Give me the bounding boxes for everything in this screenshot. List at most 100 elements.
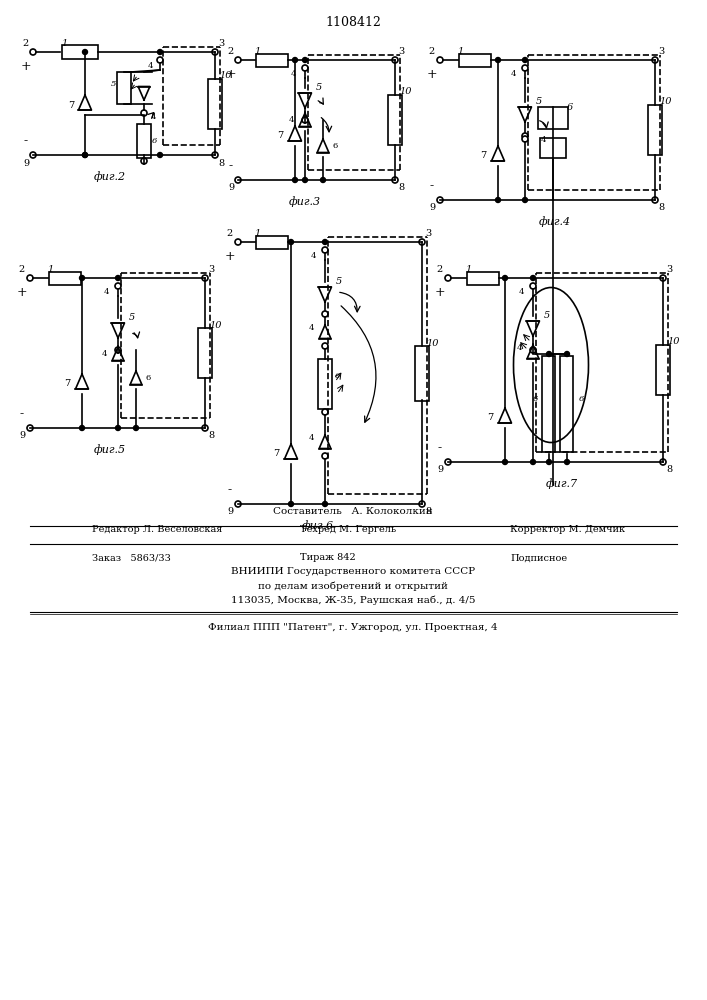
Text: 1: 1: [465, 265, 471, 274]
Circle shape: [322, 247, 328, 253]
Circle shape: [79, 275, 85, 280]
Text: 6: 6: [151, 137, 157, 145]
Text: 4: 4: [151, 113, 156, 121]
Text: +: +: [225, 249, 235, 262]
Circle shape: [83, 152, 88, 157]
Text: фиг.2: фиг.2: [94, 172, 126, 182]
Text: 3: 3: [658, 47, 664, 56]
Text: 5: 5: [129, 314, 135, 322]
Text: 5: 5: [336, 277, 342, 286]
Bar: [256, 53, 288, 66]
Circle shape: [303, 57, 308, 62]
Text: 2: 2: [228, 47, 234, 56]
Circle shape: [660, 275, 666, 281]
Text: 2: 2: [23, 39, 29, 48]
Text: 4: 4: [308, 434, 314, 442]
Text: 1: 1: [254, 47, 260, 56]
Circle shape: [303, 178, 308, 182]
Text: 9: 9: [228, 184, 234, 192]
Text: 10: 10: [399, 88, 412, 97]
Text: +: +: [226, 68, 236, 81]
Text: 8: 8: [398, 184, 404, 192]
Circle shape: [79, 426, 85, 430]
Bar: [198, 328, 212, 378]
Circle shape: [212, 152, 218, 158]
Text: 9: 9: [437, 466, 443, 475]
Text: -: -: [228, 484, 232, 496]
Text: 5: 5: [111, 80, 117, 88]
Text: 10: 10: [660, 98, 672, 106]
Circle shape: [235, 57, 241, 63]
Text: фиг.7: фиг.7: [546, 479, 578, 489]
Text: 4: 4: [310, 252, 316, 260]
Bar: [62, 45, 98, 59]
Circle shape: [322, 239, 327, 244]
Circle shape: [652, 197, 658, 203]
Text: 4: 4: [540, 136, 546, 144]
Text: фиг.6: фиг.6: [302, 521, 334, 531]
Text: 4: 4: [308, 324, 314, 332]
Circle shape: [503, 275, 508, 280]
Circle shape: [158, 152, 163, 157]
Text: 7: 7: [273, 450, 279, 458]
Circle shape: [522, 136, 528, 142]
Text: -: -: [229, 159, 233, 172]
Text: +: +: [21, 60, 31, 73]
Bar: [49, 271, 81, 284]
Circle shape: [522, 198, 527, 202]
Circle shape: [115, 347, 121, 353]
Text: 9: 9: [23, 158, 29, 167]
Circle shape: [322, 311, 328, 317]
Bar: [538, 107, 568, 129]
Circle shape: [202, 425, 208, 431]
Circle shape: [437, 57, 443, 63]
Circle shape: [30, 152, 36, 158]
Bar: [117, 72, 131, 104]
Circle shape: [530, 460, 535, 464]
Bar: [459, 53, 491, 66]
Circle shape: [202, 275, 208, 281]
Text: Подписное: Подписное: [510, 554, 567, 562]
Text: 4: 4: [101, 350, 107, 358]
Text: 3: 3: [398, 47, 404, 56]
Text: 2: 2: [437, 265, 443, 274]
Text: 1108412: 1108412: [325, 16, 381, 29]
Circle shape: [115, 426, 120, 430]
Text: 8: 8: [218, 158, 224, 167]
Circle shape: [83, 49, 88, 54]
Circle shape: [322, 502, 327, 506]
Text: +: +: [17, 286, 28, 298]
Bar: [318, 359, 332, 409]
Circle shape: [322, 453, 328, 459]
Text: 6: 6: [146, 374, 151, 382]
Circle shape: [530, 283, 536, 289]
Text: Корректор М. Демчик: Корректор М. Демчик: [510, 526, 625, 534]
Circle shape: [115, 283, 121, 289]
Text: 4: 4: [288, 116, 293, 124]
Circle shape: [288, 239, 293, 244]
Bar: [561, 356, 573, 452]
Circle shape: [522, 57, 527, 62]
Circle shape: [445, 459, 451, 465]
Text: Техред М. Гергель: Техред М. Гергель: [300, 526, 396, 534]
Text: 7: 7: [487, 414, 493, 422]
Text: 10: 10: [427, 338, 439, 348]
Text: -: -: [430, 180, 434, 192]
Bar: [542, 356, 556, 452]
Bar: [656, 345, 670, 395]
Text: 1: 1: [61, 39, 67, 48]
Text: +: +: [427, 68, 438, 81]
Circle shape: [235, 239, 241, 245]
Text: 3: 3: [666, 265, 672, 274]
Circle shape: [547, 352, 551, 357]
Circle shape: [115, 275, 120, 280]
Text: Филиал ППП "Патент", г. Ужгород, ул. Проектная, 4: Филиал ППП "Патент", г. Ужгород, ул. Про…: [208, 624, 498, 633]
Text: 4: 4: [516, 344, 522, 352]
Text: 8: 8: [208, 432, 214, 440]
Circle shape: [302, 117, 308, 123]
Text: 9: 9: [19, 432, 25, 440]
Text: 5: 5: [544, 312, 550, 320]
Text: Составитель   А. Колоколкин: Составитель А. Колоколкин: [273, 508, 433, 516]
Circle shape: [419, 501, 425, 507]
Circle shape: [503, 460, 508, 464]
